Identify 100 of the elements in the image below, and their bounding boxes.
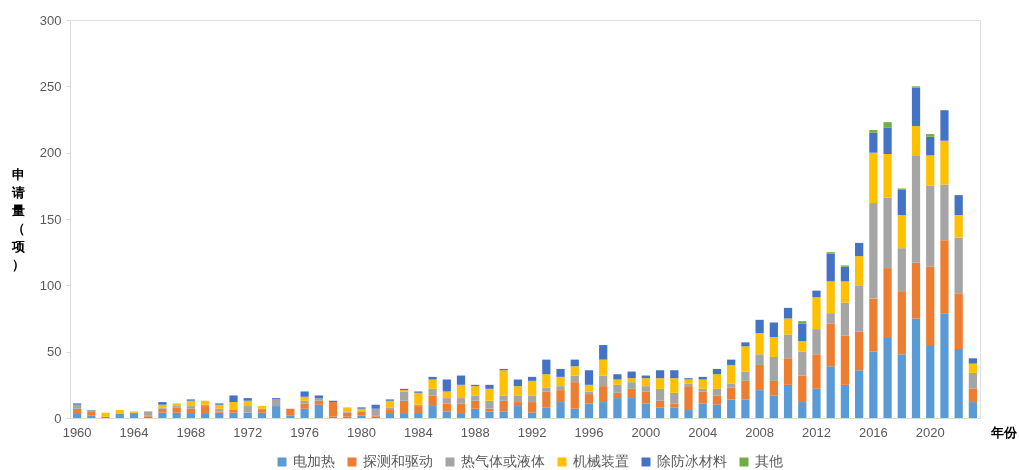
bar	[698, 376, 707, 380]
bar	[783, 358, 793, 385]
bar	[428, 395, 437, 407]
bar	[826, 313, 835, 324]
bar	[570, 366, 579, 376]
bar	[712, 395, 722, 405]
bar	[229, 395, 238, 403]
bar	[840, 302, 850, 336]
bar	[229, 410, 238, 413]
bar	[542, 387, 551, 392]
bar	[826, 323, 835, 367]
bar	[911, 87, 921, 127]
bar	[599, 375, 608, 387]
bar	[840, 266, 850, 282]
y-tick-label: 50	[47, 344, 62, 360]
bar	[300, 396, 309, 401]
bar	[755, 354, 764, 365]
legend-label: 电加热	[293, 453, 335, 469]
bar	[456, 403, 466, 415]
bar	[613, 398, 622, 418]
bar	[542, 374, 551, 388]
bar	[911, 155, 921, 263]
bar	[783, 318, 793, 335]
bar	[798, 323, 807, 342]
bar	[883, 127, 892, 154]
bar	[186, 400, 195, 407]
bar	[698, 391, 707, 404]
x-tick-label: 1984	[403, 424, 433, 440]
bar	[855, 370, 864, 418]
bar	[798, 375, 807, 403]
bar	[954, 237, 963, 294]
bar	[926, 134, 935, 137]
bar	[926, 136, 935, 156]
bar	[855, 331, 864, 371]
bar	[527, 376, 537, 381]
x-tick-label: 1964	[119, 424, 149, 440]
bar	[186, 414, 195, 418]
bar	[954, 195, 963, 216]
bar	[87, 415, 96, 418]
x-tick-label: 1996	[574, 424, 604, 440]
bar	[442, 411, 451, 418]
bar	[186, 408, 195, 415]
bar	[599, 402, 608, 418]
bar	[158, 412, 167, 418]
bar	[727, 387, 736, 400]
bar	[670, 403, 679, 408]
bar	[613, 379, 622, 385]
bar	[442, 403, 451, 412]
bar	[968, 372, 978, 389]
x-tick-label: 1972	[233, 424, 263, 440]
y-axis-title: 申请量（项）	[11, 166, 26, 272]
bar	[172, 412, 181, 418]
bar	[940, 313, 949, 418]
bar	[954, 215, 963, 238]
legend-label: 其他	[755, 453, 783, 469]
bar	[144, 411, 153, 416]
bar	[684, 410, 693, 418]
bar	[655, 388, 665, 401]
bar	[428, 376, 437, 380]
bar	[769, 322, 778, 338]
bar	[627, 382, 636, 389]
bar	[897, 215, 906, 249]
bar	[513, 395, 523, 403]
bar	[883, 197, 892, 269]
bar	[826, 281, 835, 314]
bar	[115, 410, 124, 415]
legend-label: 机械装置	[573, 453, 629, 469]
bar	[641, 378, 650, 387]
bar	[499, 395, 508, 401]
bar	[300, 403, 309, 409]
bar	[812, 297, 821, 330]
bar	[755, 333, 764, 355]
bar	[627, 378, 636, 383]
bar	[442, 379, 451, 392]
bar	[286, 415, 295, 418]
bar	[556, 386, 565, 391]
bar	[272, 399, 281, 407]
bar	[72, 414, 82, 418]
x-tick-label: 2012	[802, 424, 831, 440]
bar	[727, 399, 736, 418]
bar	[840, 335, 850, 385]
bar	[869, 298, 878, 352]
bar	[855, 285, 864, 332]
x-tick-label: 1968	[176, 424, 206, 440]
bar	[840, 384, 850, 418]
bar	[485, 411, 494, 418]
bar	[812, 354, 821, 389]
bar	[911, 318, 921, 418]
bar	[584, 394, 594, 404]
bar	[357, 415, 366, 418]
bar	[513, 402, 523, 407]
bar	[741, 371, 750, 381]
bar	[101, 412, 110, 417]
bar	[584, 391, 594, 395]
bar	[456, 375, 466, 385]
bar	[229, 402, 238, 411]
bar	[769, 337, 778, 357]
bar	[527, 395, 537, 403]
bar	[783, 334, 793, 359]
bar	[869, 130, 878, 133]
